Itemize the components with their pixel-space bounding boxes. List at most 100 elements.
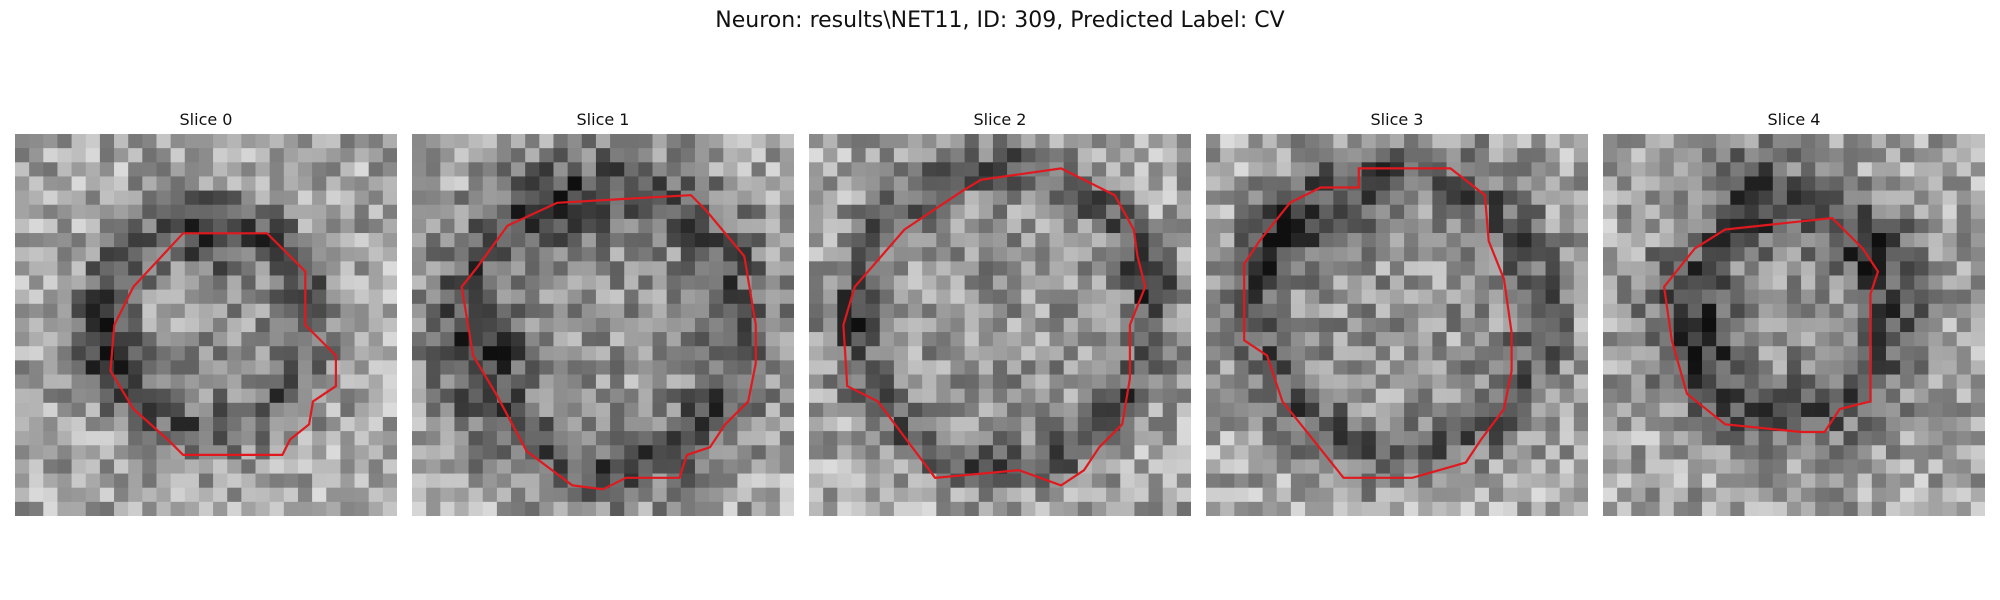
pixel-cell (1375, 247, 1391, 262)
pixel-cell (312, 416, 327, 432)
pixel-cell (908, 233, 923, 248)
pixel-cell (1404, 148, 1419, 163)
pixel-cell (680, 431, 696, 446)
pixel-cell (936, 388, 951, 404)
pixel-cell (1375, 233, 1391, 248)
pixel-cell (581, 148, 597, 163)
pixel-cell (1900, 303, 1915, 319)
pixel-cell (142, 190, 157, 206)
pixel-cell (1573, 402, 1588, 418)
pixel-cell (29, 360, 44, 375)
pixel-cell (553, 332, 569, 347)
pixel-cell (751, 134, 767, 149)
pixel-cell (581, 360, 597, 375)
pixel-cell (368, 176, 384, 191)
pixel-cell (511, 261, 526, 276)
pixel-cell (1418, 360, 1433, 375)
pixel-cell (283, 388, 299, 404)
pixel-cell (1375, 218, 1391, 234)
pixel-cell (312, 346, 327, 361)
pixel-cell (1162, 247, 1178, 262)
pixel-cell (1290, 218, 1306, 234)
pixel-cell (779, 247, 794, 262)
pixel-cell (666, 162, 682, 177)
pixel-cell (241, 289, 256, 305)
pixel-cell (567, 204, 583, 220)
pixel-cell (57, 176, 72, 191)
pixel-cell (312, 190, 327, 206)
pixel-cell (978, 233, 994, 248)
pixel-cell (922, 360, 937, 375)
pixel-cell (1545, 247, 1561, 262)
pixel-cell (1956, 402, 1972, 418)
pixel-cell (1871, 162, 1887, 177)
pixel-cell (85, 134, 101, 149)
pixel-cell (1857, 360, 1873, 375)
pixel-cell (1474, 346, 1490, 361)
pixel-cell (595, 148, 611, 163)
pixel-cell (412, 218, 427, 234)
pixel-cell (1573, 388, 1588, 404)
pixel-cell (241, 317, 256, 333)
pixel-cell (184, 190, 200, 206)
pixel-cell (454, 261, 469, 276)
pixel-cell (297, 233, 313, 248)
pixel-cell (1900, 346, 1915, 361)
pixel-cell (978, 289, 994, 305)
pixel-cell (326, 416, 341, 432)
pixel-cell (1786, 332, 1802, 347)
pixel-cell (1077, 176, 1093, 191)
pixel-cell (978, 148, 994, 163)
pixel-cell (992, 332, 1008, 347)
pixel-cell (1503, 332, 1518, 347)
pixel-cell (751, 289, 767, 305)
pixel-cell (1517, 247, 1532, 262)
pixel-cell (823, 402, 838, 418)
pixel-cell (1942, 346, 1958, 361)
pixel-cell (1347, 431, 1363, 446)
pixel-cell (879, 190, 895, 206)
pixel-cell (1603, 176, 1618, 191)
pixel-cell (666, 303, 682, 319)
pixel-cell (1120, 233, 1135, 248)
pixel-cell (368, 162, 384, 177)
pixel-cell (879, 204, 895, 220)
pixel-cell (1091, 190, 1107, 206)
pixel-cell (1134, 416, 1149, 432)
pixel-cell (595, 261, 611, 276)
pixel-cell (15, 303, 30, 319)
pixel-cell (1730, 261, 1745, 276)
pixel-cell (709, 360, 724, 375)
pixel-cell (737, 233, 752, 248)
pixel-cell (851, 332, 866, 347)
pixel-cell (354, 402, 370, 418)
pixel-cell (1631, 233, 1646, 248)
pixel-cell (765, 388, 781, 404)
pixel-cell (43, 162, 58, 177)
pixel-cell (525, 317, 540, 333)
pixel-cell (908, 190, 923, 206)
pixel-cell (1206, 289, 1221, 305)
pixel-cell (1474, 459, 1490, 474)
pixel-cell (170, 346, 186, 361)
pixel-cell (368, 360, 384, 375)
pixel-cell (1361, 162, 1377, 177)
pixel-cell (354, 332, 370, 347)
pixel-cell (326, 501, 341, 516)
pixel-cell (525, 402, 540, 418)
pixel-cell (539, 360, 554, 375)
pixel-cell (936, 445, 951, 460)
pixel-cell (1942, 473, 1958, 489)
pixel-cell (525, 332, 540, 347)
pixel-cell (1517, 388, 1532, 404)
pixel-cell (426, 176, 441, 191)
pixel-cell (922, 459, 937, 474)
pixel-cell (1702, 374, 1717, 390)
pixel-cell (1220, 134, 1235, 149)
pixel-cell (283, 332, 299, 347)
pixel-cell (1134, 233, 1149, 248)
pixel-cell (340, 190, 355, 206)
pixel-cell (1035, 218, 1050, 234)
pixel-cell (29, 501, 44, 516)
pixel-cell (680, 317, 696, 333)
